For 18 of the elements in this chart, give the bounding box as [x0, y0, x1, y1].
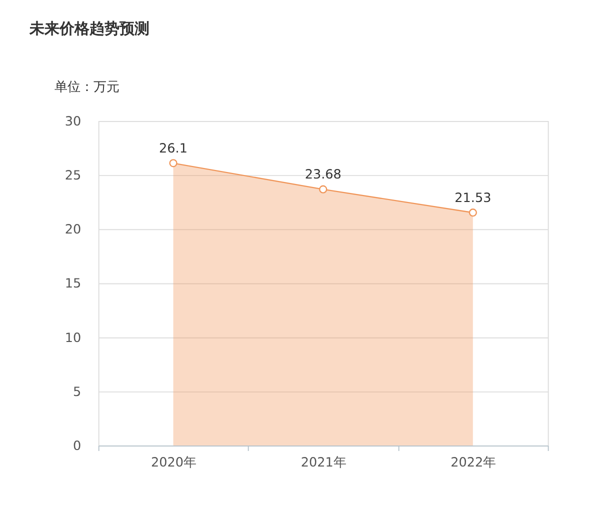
- x-tick-label: 2022年: [450, 456, 496, 471]
- y-tick-label: 30: [64, 114, 82, 130]
- data-label: 26.1: [159, 141, 188, 156]
- x-tick-label: 2020年: [151, 456, 197, 471]
- data-label: 23.68: [304, 168, 342, 183]
- y-tick-label: 5: [73, 384, 82, 400]
- y-tick-label: 15: [64, 276, 82, 292]
- x-tick-label: 2021年: [300, 456, 346, 471]
- y-tick-label: 10: [64, 330, 82, 346]
- point: [468, 208, 477, 217]
- chart-title: 未来价格趋势预测: [28, 20, 150, 38]
- y-tick-label: 25: [64, 168, 82, 184]
- y-axis-title: 单位：万元: [54, 80, 120, 95]
- y-tick-label: 20: [64, 222, 82, 238]
- data-label: 21.53: [454, 190, 492, 206]
- y-tick-label: 0: [73, 438, 82, 454]
- point: [169, 159, 178, 168]
- point: [319, 185, 328, 194]
